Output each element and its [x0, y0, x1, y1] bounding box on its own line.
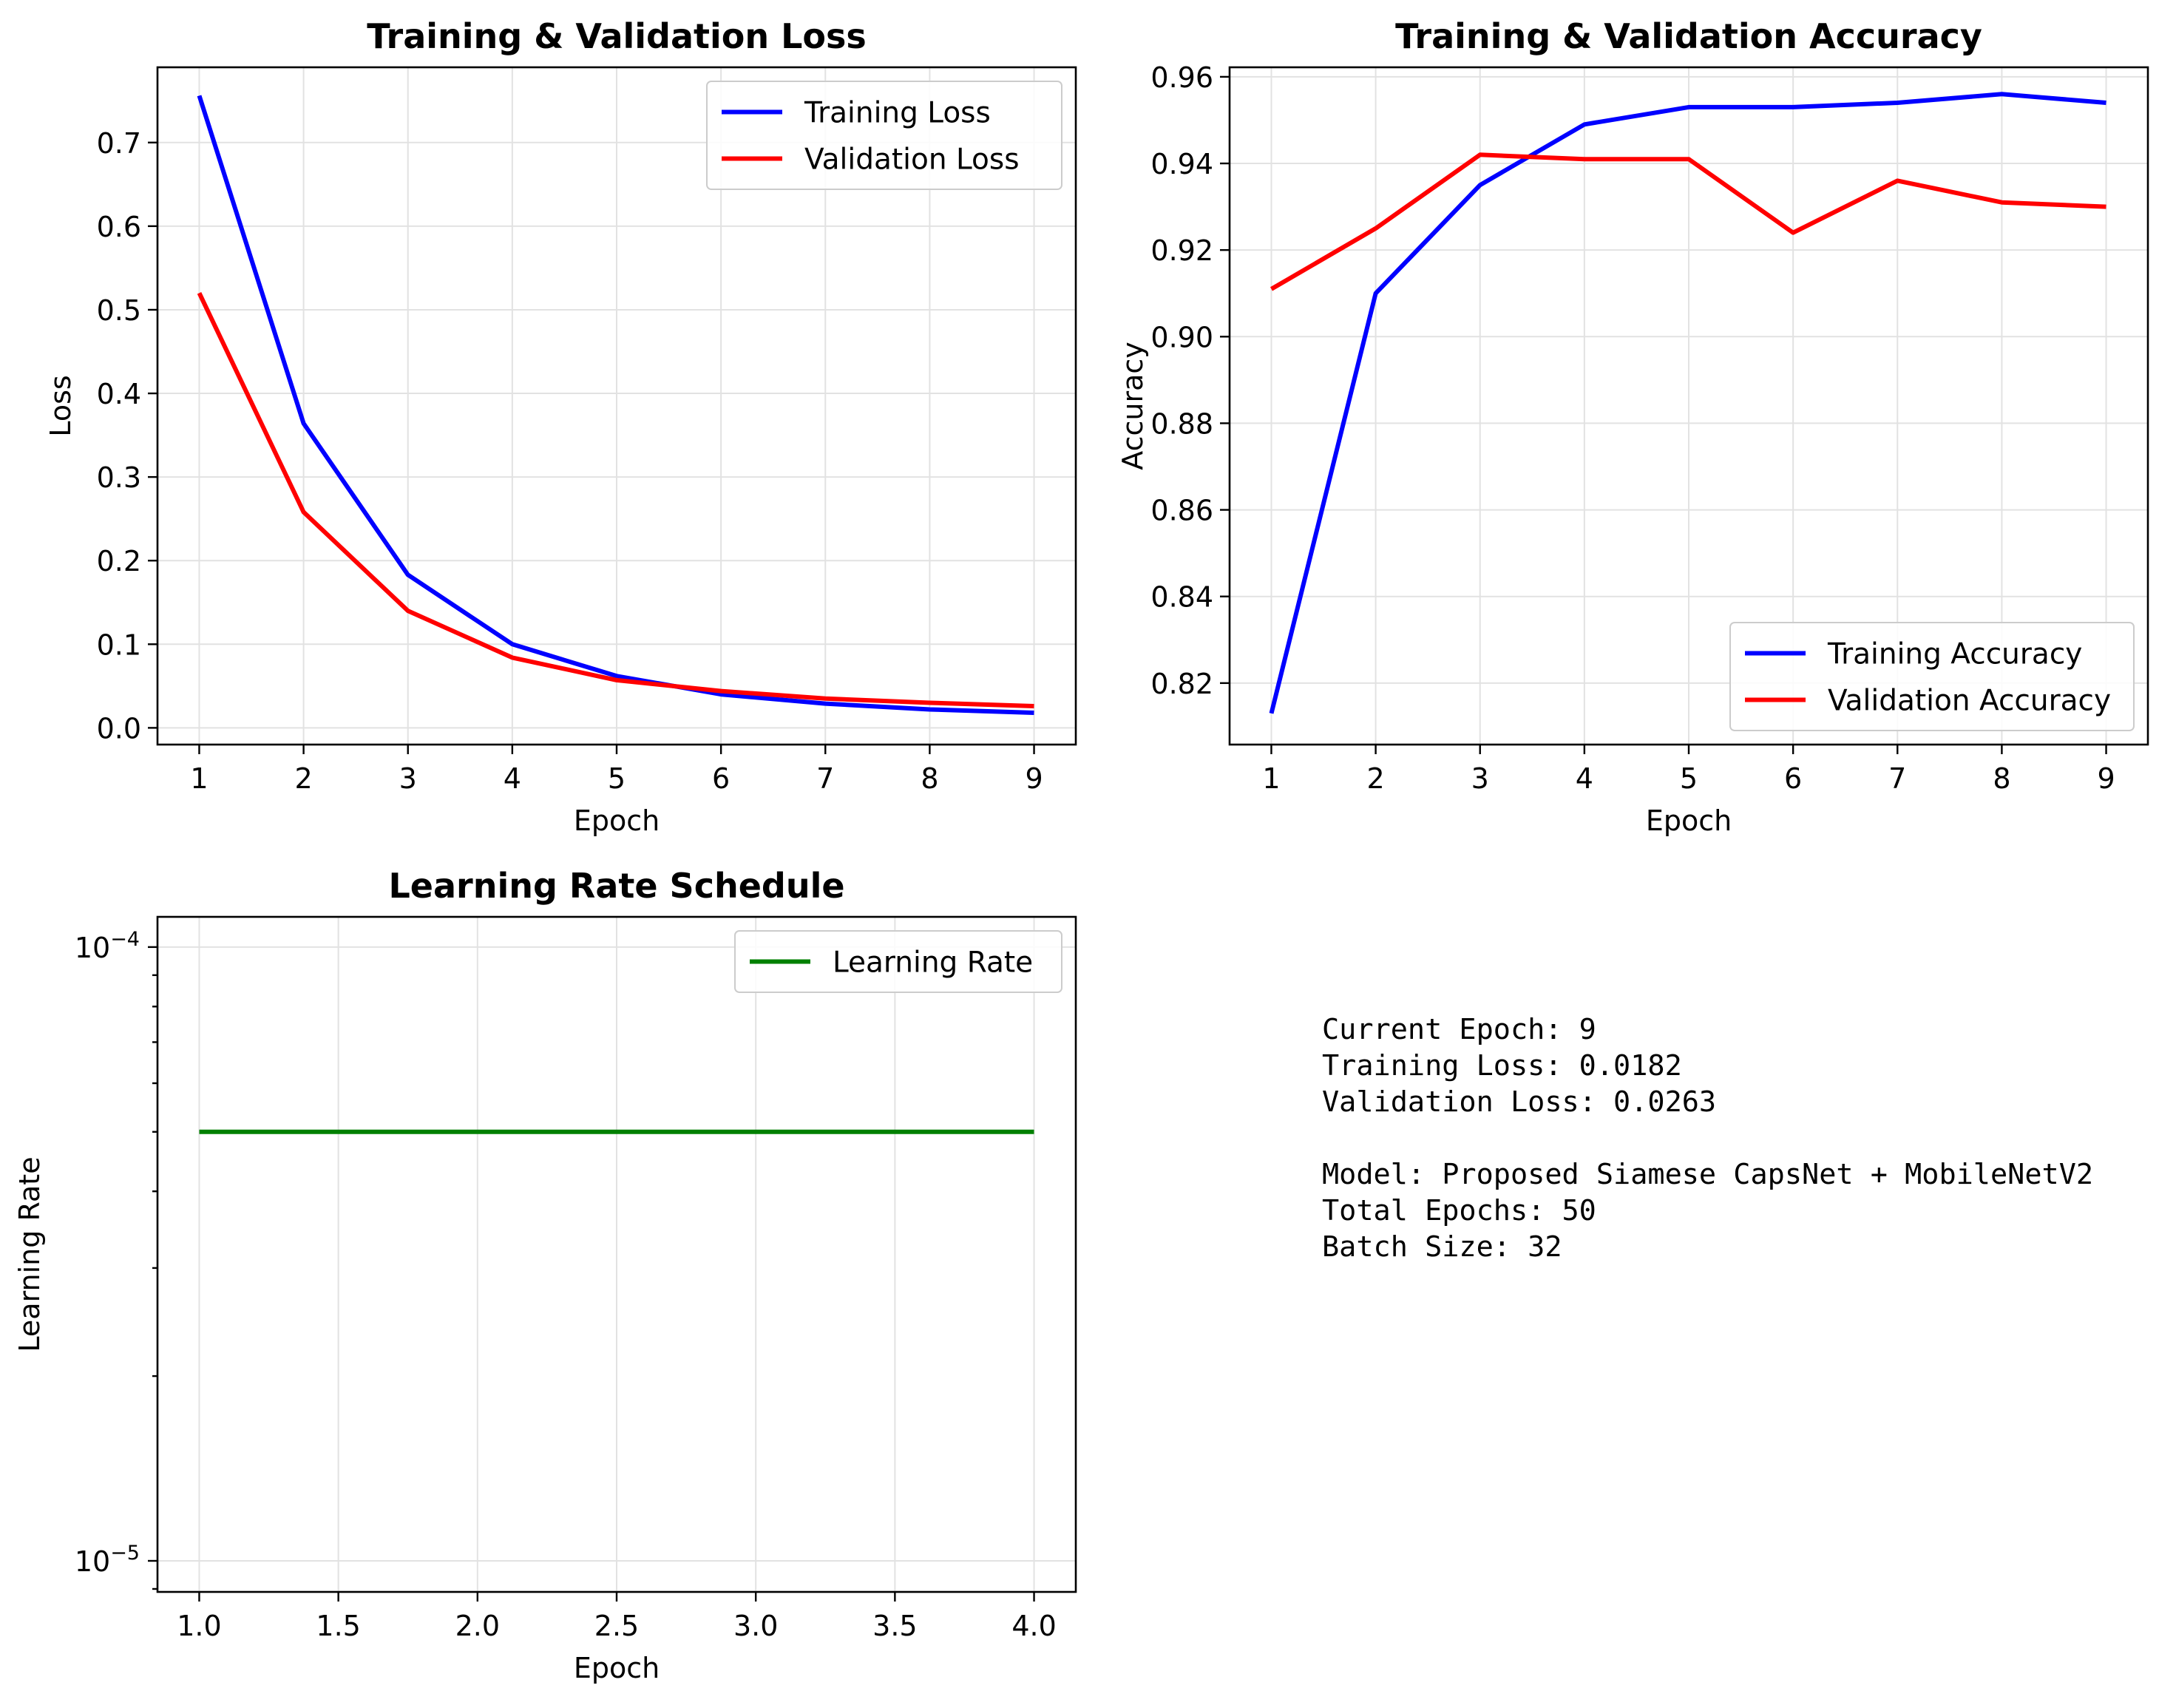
- y-tick-label: 0.84: [1150, 581, 1213, 614]
- y-axis-label: Accuracy: [1116, 342, 1149, 470]
- summary-validation-loss: Validation Loss: 0.0263: [1322, 1085, 1717, 1119]
- y-tick-label: 0.0: [97, 712, 141, 745]
- x-tick-label: 4.0: [1011, 1610, 1056, 1642]
- x-tick-label: 9: [2097, 762, 2115, 795]
- legend-label: Training Accuracy: [1827, 638, 2082, 671]
- x-tick-label: 3.0: [733, 1610, 778, 1642]
- legend: Learning Rate: [734, 930, 1062, 993]
- chart-title: Learning Rate Schedule: [388, 866, 844, 906]
- y-tick-label: 0.90: [1150, 321, 1213, 353]
- y-tick-label: 10−4: [75, 928, 140, 964]
- legend: Training Loss Validation Loss: [706, 81, 1062, 190]
- y-tick-label: 0.86: [1150, 495, 1213, 527]
- x-tick-label: 3: [399, 762, 417, 795]
- summary-model: Model: Proposed Siamese CapsNet + Mobile…: [1322, 1158, 2094, 1191]
- x-tick-label: 6: [712, 762, 730, 795]
- x-tick-label: 1: [1262, 762, 1280, 795]
- y-tick-label: 10−5: [75, 1542, 140, 1578]
- series-line: [197, 95, 1034, 715]
- legend-box: [1729, 622, 2135, 731]
- x-tick-label: 4: [1576, 762, 1593, 795]
- legend-label: Validation Accuracy: [1828, 685, 2111, 718]
- y-tick-label: 0.94: [1150, 148, 1213, 180]
- x-tick-label: 7: [1888, 762, 1906, 795]
- x-tick-label: 2.0: [455, 1610, 500, 1642]
- y-axis-label: Loss: [44, 375, 77, 436]
- summary-current-epoch: Current Epoch: 9: [1322, 1013, 1596, 1046]
- y-tick-label: 0.92: [1150, 234, 1213, 267]
- chart-title: Training & Validation Accuracy: [1395, 16, 1982, 56]
- legend: Training Accuracy Validation Accuracy: [1729, 622, 2135, 731]
- legend-box: [706, 81, 1062, 190]
- y-tick-label: 0.5: [97, 294, 141, 327]
- x-tick-label: 5: [1680, 762, 1698, 795]
- x-tick-label: 5: [608, 762, 626, 795]
- y-tick-label: 0.3: [97, 461, 141, 494]
- y-tick-label: 0.82: [1150, 668, 1213, 700]
- y-axis-label: Learning Rate: [13, 1156, 46, 1352]
- learning-rate-chart: 1.0 1.5 2.0 2.5 3.0 3.5 4.0 10−5 10−4 Learning Ra…: [13, 866, 1077, 1684]
- summary-batch-size: Batch Size: 32: [1322, 1230, 1562, 1264]
- x-tick-label: 6: [1784, 762, 1802, 795]
- series-line: [1270, 152, 2106, 291]
- series-line: [197, 292, 1034, 708]
- x-axis-label: Epoch: [1646, 804, 1732, 837]
- legend-label: Validation Loss: [804, 143, 1020, 177]
- series-line: [1269, 92, 2106, 714]
- x-tick-label: 9: [1025, 762, 1043, 795]
- training-summary: Current Epoch: 9 Training Loss: 0.0182 V…: [1322, 1011, 2093, 1265]
- x-tick-label: 8: [1993, 762, 2010, 795]
- summary-total-epochs: Total Epochs: 50: [1322, 1194, 1596, 1227]
- summary-training-loss: Training Loss: 0.0182: [1322, 1049, 1682, 1082]
- x-tick-label: 8: [921, 762, 938, 795]
- x-tick-label: 4: [504, 762, 521, 795]
- loss-chart: 1 2 3 4 5 6 7 8 9 0.0 0.1 0.2 0.3 0.4 0.5 0.6 0.7 Trainin…: [44, 16, 1077, 837]
- x-tick-label: 3.5: [872, 1610, 917, 1642]
- y-tick-label: 0.88: [1150, 407, 1213, 440]
- x-tick-label: 2: [1366, 762, 1384, 795]
- x-axis-label: Epoch: [574, 804, 660, 837]
- x-tick-label: 1.0: [177, 1610, 221, 1642]
- y-tick-label: 0.2: [97, 545, 141, 577]
- y-tick-label: 0.7: [97, 127, 141, 160]
- y-tick-label: 0.1: [97, 628, 141, 661]
- y-tick-label: 0.6: [97, 211, 141, 243]
- legend-box: [734, 930, 1062, 993]
- x-tick-label: 7: [816, 762, 834, 795]
- y-tick-label: 0.96: [1150, 61, 1213, 94]
- legend-label: Training Loss: [804, 97, 991, 130]
- x-tick-label: 2: [294, 762, 312, 795]
- x-tick-label: 3: [1471, 762, 1489, 795]
- x-tick-label: 1.5: [316, 1610, 360, 1642]
- accuracy-chart: 1 2 3 4 5 6 7 8 9 0.82 0.84 0.86 0.88 0.90 0.92 0.94 0.9…: [1116, 16, 2149, 837]
- y-tick-label: 0.4: [97, 378, 141, 410]
- x-tick-label: 2.5: [594, 1610, 639, 1642]
- legend-label: Learning Rate: [833, 946, 1033, 980]
- chart-title: Training & Validation Loss: [367, 16, 867, 56]
- x-axis-label: Epoch: [574, 1652, 660, 1684]
- x-tick-label: 1: [190, 762, 208, 795]
